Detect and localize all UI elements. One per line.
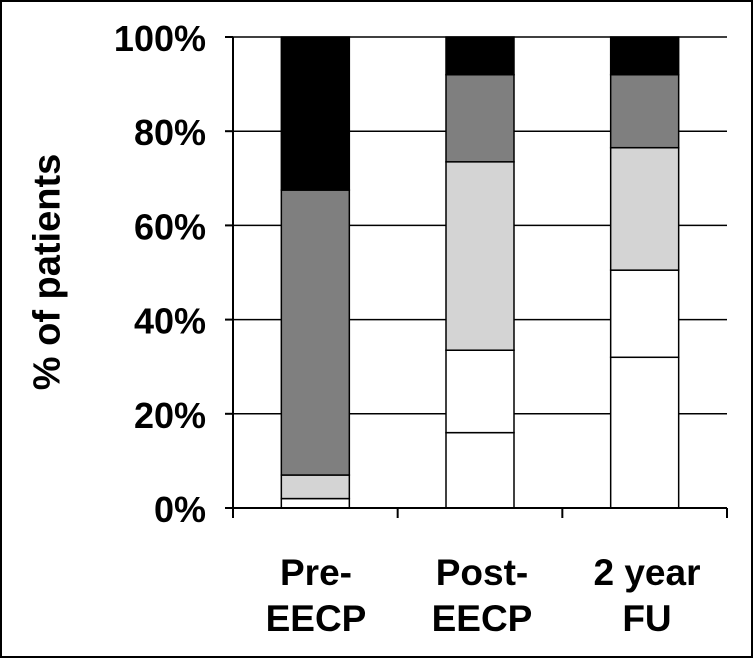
y-tick-label: 40% xyxy=(134,301,206,342)
category-label-post-eecp: Post- EECP xyxy=(431,552,533,639)
bar-segment xyxy=(280,474,351,500)
bar-segment xyxy=(445,161,515,351)
category-label-pre-eecp: Pre- EECP xyxy=(265,552,367,639)
bar-segment xyxy=(280,36,351,191)
bar-segment xyxy=(609,73,680,149)
bar-segment xyxy=(609,36,680,76)
bar-segment xyxy=(445,431,515,509)
bar-segment xyxy=(280,497,351,509)
bar-segment xyxy=(445,36,515,76)
y-tick-label: 0% xyxy=(154,489,206,530)
bar-segment xyxy=(445,349,515,434)
category-label-2-year-fu: 2 year FU xyxy=(593,552,701,639)
y-tick-label: 60% xyxy=(134,206,206,247)
y-tick-label: 20% xyxy=(134,395,206,436)
y-tick-label: 80% xyxy=(134,112,206,153)
bar-segment xyxy=(609,269,680,359)
y-tick-label: 100% xyxy=(114,18,206,59)
bar-segment xyxy=(609,356,680,509)
bar-segment xyxy=(445,73,515,163)
bar-segment xyxy=(609,146,680,271)
bar-segment xyxy=(280,189,351,476)
